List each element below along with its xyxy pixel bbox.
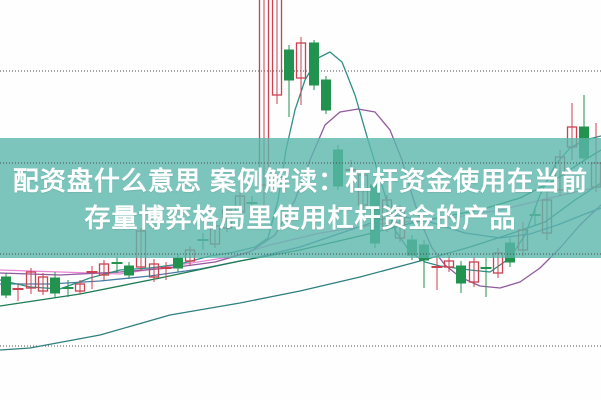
candle-body-hollow <box>295 42 307 79</box>
candle-down <box>456 261 466 293</box>
candle-body-filled <box>50 277 60 294</box>
candle-up <box>37 273 49 295</box>
candle-down <box>50 272 60 297</box>
headline-band <box>0 138 601 258</box>
candle-down <box>124 262 134 279</box>
candle-body-hollow <box>37 276 49 292</box>
candle-body-hollow <box>468 261 480 283</box>
candle-down <box>284 45 294 117</box>
candle-body-filled <box>173 257 183 269</box>
candle-doji-up <box>12 283 24 301</box>
candle-up <box>25 268 37 294</box>
candle-up <box>98 260 110 280</box>
headline-line-1: 配资盘什么意思 案例解读：杠杆资金使用在当前 <box>12 166 589 196</box>
headline-line-2: 存量博弈格局里使用杠杆资金的产品 <box>84 203 517 233</box>
candle-down <box>1 273 11 298</box>
candle-up <box>271 0 283 104</box>
candle-doji-down <box>111 257 123 273</box>
candle-body-filled <box>1 276 11 296</box>
candle-down <box>321 76 331 114</box>
candle-doji-up <box>160 262 172 280</box>
candle-up <box>468 257 480 287</box>
candle-body-hollow <box>25 271 37 289</box>
candle-body-hollow <box>443 260 455 268</box>
candle-body-filled <box>284 49 294 81</box>
candle-body-filled <box>124 265 134 276</box>
headline-text: 配资盘什么意思 案例解读：杠杆资金使用在当前 存量博弈格局里使用杠杆资金的产品 <box>0 163 601 237</box>
candle-up <box>74 280 86 294</box>
candle-body-hollow <box>148 263 160 278</box>
candle-up <box>295 37 307 105</box>
candle-body-filled <box>456 265 466 284</box>
candle-down <box>309 40 319 90</box>
candle-doji-up <box>431 255 443 290</box>
ma-purple-moving-average <box>0 108 601 289</box>
candle-doji-down <box>480 258 492 297</box>
candle-body-hollow <box>74 283 86 292</box>
candle-body-hollow <box>271 0 283 96</box>
candle-doji-up <box>86 266 98 289</box>
candle-up <box>148 259 160 282</box>
candle-body-hollow <box>98 263 110 276</box>
candle-body-filled <box>321 79 331 111</box>
candle-doji-down <box>62 280 74 297</box>
candle-body-filled <box>309 42 319 86</box>
